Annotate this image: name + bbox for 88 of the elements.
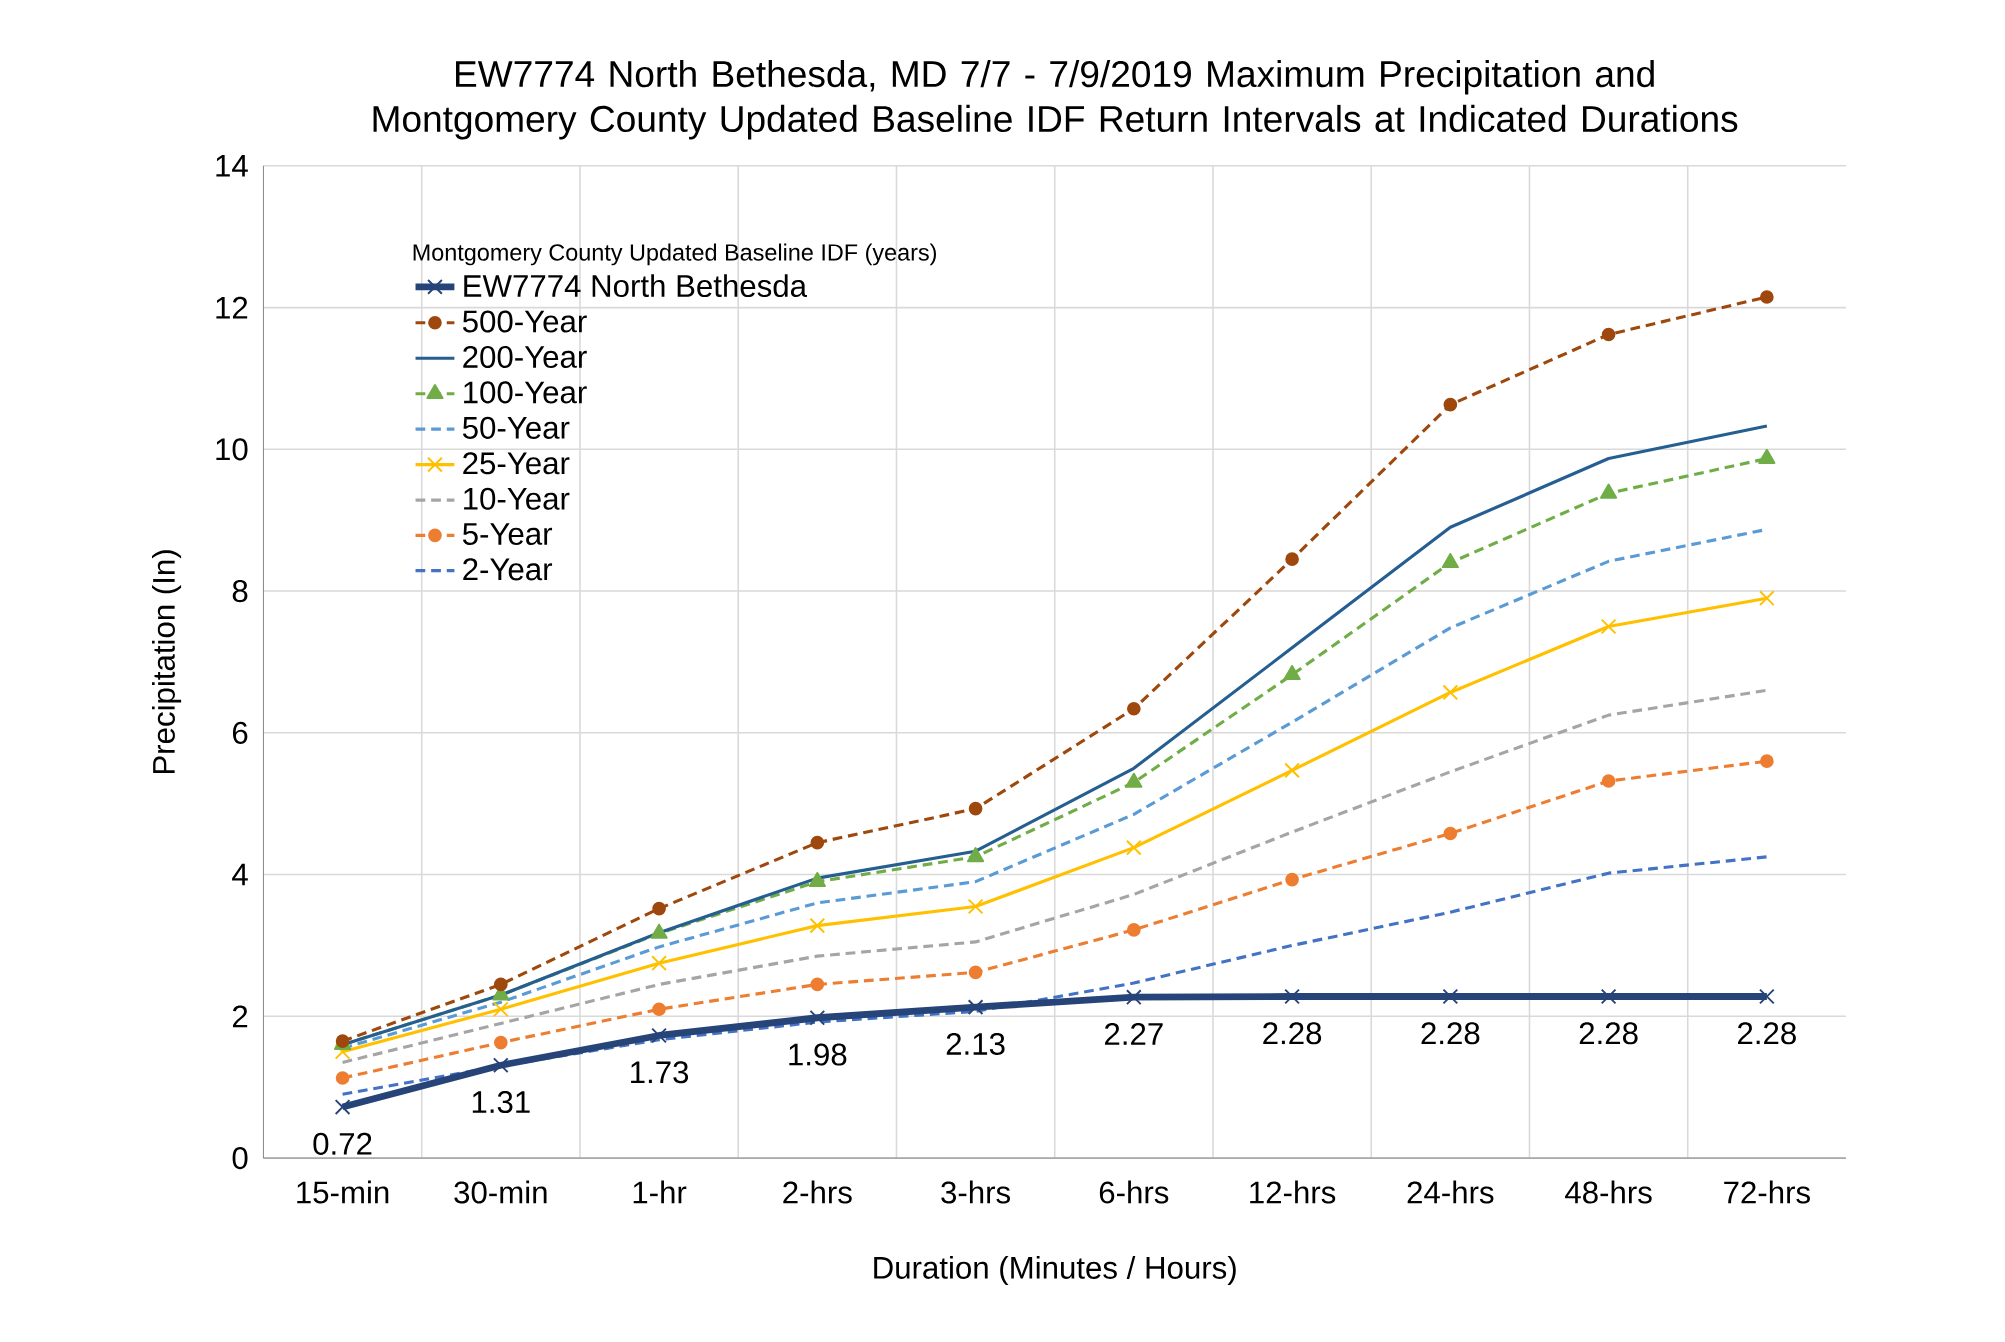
point (651, 1027, 667, 1044)
point (1760, 754, 1774, 769)
legend-label: 50-Year (462, 417, 570, 440)
point (492, 1001, 509, 1018)
point (652, 902, 666, 916)
x-tick-label: 6-hrs (1099, 1180, 1169, 1204)
y-tick-label: 10 (216, 438, 248, 461)
data-label: 1.31 (472, 1091, 530, 1114)
point (809, 1010, 826, 1026)
point (1285, 552, 1299, 567)
legend-label: 2-Year (463, 558, 553, 581)
x-tick-label: 1-hr (633, 1180, 687, 1204)
point (1758, 449, 1776, 465)
point (1443, 826, 1458, 841)
point (968, 965, 983, 980)
y-tick-label: 2 (232, 1005, 248, 1028)
legend-label: 500-Year (462, 310, 587, 333)
data-label: 0.72 (313, 1133, 372, 1156)
point (1285, 872, 1299, 887)
data-label: 1.98 (789, 1043, 847, 1066)
point (810, 977, 825, 992)
point (335, 1071, 350, 1086)
legend-title: Montgomery County Updated Baseline IDF (years) (413, 243, 936, 266)
point (808, 872, 826, 888)
x-tick-label: 2-hrs (783, 1180, 852, 1204)
legend-label: 100-Year (464, 381, 587, 404)
point (1125, 772, 1143, 789)
data-label: 2.28 (1738, 1022, 1796, 1045)
point (1760, 290, 1774, 305)
point (492, 1057, 509, 1074)
point (1441, 553, 1459, 569)
y-tick-label: 4 (232, 864, 248, 886)
point (1600, 618, 1617, 635)
x-tick-label: 3-hrs (941, 1180, 1011, 1204)
point (809, 917, 826, 934)
x-tick-label: 48-hrs (1565, 1180, 1652, 1204)
point (1442, 988, 1459, 1005)
point (1601, 774, 1616, 789)
legend-label: 5-Year (462, 523, 553, 546)
legend-label: 10-Year (464, 487, 570, 511)
point (967, 999, 984, 1016)
point (1600, 988, 1617, 1005)
y-tick-label: 14 (216, 155, 248, 177)
point (1601, 327, 1616, 342)
y-tick-label: 12 (216, 296, 248, 319)
x-tick-label: 24-hrs (1407, 1180, 1494, 1204)
point (650, 923, 668, 940)
point (494, 977, 508, 992)
point (1127, 702, 1141, 716)
x-tick-label: 72-hrs (1724, 1180, 1810, 1204)
point (810, 836, 825, 850)
legend-label: 200-Year (463, 346, 587, 369)
data-label: 2.27 (1105, 1023, 1163, 1045)
chart-title: EW7774 North Bethesda, MD 7/7 - 7/9/2019 Maximum Precipitation and Montgomery County Updated Baseline IDF Return Intervals at Indicated Durations (373, 60, 1738, 140)
point (334, 1044, 351, 1060)
point (334, 1099, 351, 1116)
point (1443, 398, 1458, 412)
point (967, 898, 984, 915)
x-axis-title: Duration (Minutes / Hours) (874, 1256, 1236, 1286)
point (1442, 684, 1459, 701)
y-tick-label: 6 (232, 722, 248, 745)
point (1600, 483, 1618, 499)
x-tick-label: 12-hrs (1250, 1180, 1336, 1204)
point (1758, 988, 1775, 1005)
data-label: 2.13 (946, 1033, 1005, 1056)
x-tick-label: 30-min (454, 1180, 547, 1204)
data-label: 2.28 (1263, 1022, 1322, 1045)
point (652, 1002, 666, 1017)
data-label: 2.28 (1421, 1022, 1480, 1045)
y-tick-label: 8 (232, 580, 248, 603)
y-tick-label: 0 (232, 1147, 248, 1170)
point (967, 847, 985, 863)
data-label: 1.73 (631, 1061, 689, 1084)
data-label: 2.28 (1579, 1022, 1638, 1045)
point (1125, 989, 1142, 1006)
point (1127, 923, 1141, 937)
point (1284, 988, 1300, 1005)
point (1284, 762, 1300, 779)
y-axis-title: Precipitation (In) (152, 550, 182, 774)
x-tick-label: 15-min (297, 1180, 389, 1204)
legend-label: 25-Year (463, 452, 570, 475)
point (494, 1035, 508, 1050)
point (1125, 840, 1142, 856)
legend-label: EW7774 North Bethesda (464, 274, 808, 298)
point (1283, 665, 1301, 681)
point (1758, 590, 1775, 607)
point (651, 955, 667, 972)
point (968, 802, 983, 816)
